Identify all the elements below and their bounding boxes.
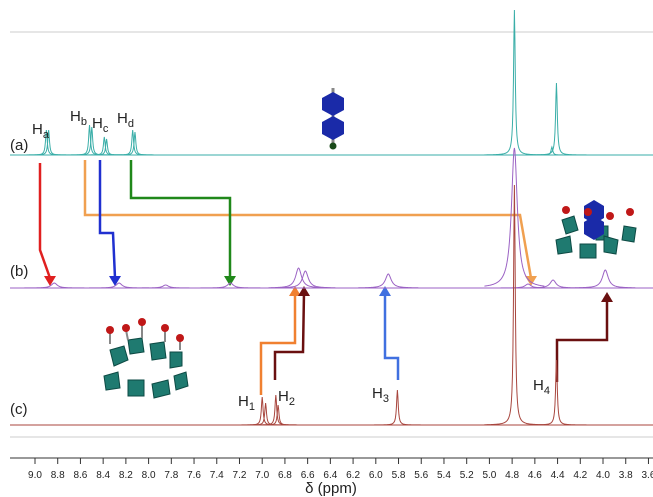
- series-label: (a): [10, 137, 28, 154]
- x-tick-label: 4.2: [573, 470, 587, 481]
- x-tick-label: 9.0: [28, 470, 42, 481]
- series-label: (c): [10, 401, 28, 418]
- x-tick-label: 3.8: [619, 470, 633, 481]
- peak-label-main: H: [92, 115, 103, 132]
- x-tick-label: 7.2: [233, 470, 247, 481]
- peak-label-main: H: [533, 377, 544, 394]
- peak-label: Ha: [32, 121, 50, 141]
- peak: [526, 83, 586, 155]
- chart: δ (ppm): [0, 0, 653, 497]
- peak: [575, 270, 635, 288]
- x-tick-label: 6.8: [278, 470, 292, 481]
- peak-label-sub: d: [128, 118, 134, 130]
- peak-label: Hd: [117, 110, 134, 130]
- peak-label-sub: a: [43, 129, 50, 141]
- peak-label: Hc: [92, 115, 109, 135]
- peak-label: H2: [278, 388, 295, 408]
- x-tick-label: 5.2: [460, 470, 474, 481]
- x-tick-label: 7.0: [255, 470, 269, 481]
- x-tick-label: 4.6: [528, 470, 542, 481]
- peak-label-sub: c: [103, 123, 109, 135]
- x-tick-label: 8.2: [119, 470, 133, 481]
- peak-label-sub: 1: [249, 401, 255, 413]
- peak-label: Hb: [70, 108, 87, 128]
- peak-label: H4: [533, 377, 550, 397]
- x-tick-label: 6.0: [369, 470, 383, 481]
- peak-label-main: H: [238, 393, 249, 410]
- host-molecule: [104, 318, 188, 398]
- peak-label-main: H: [372, 385, 383, 402]
- peak-label-sub: 3: [383, 393, 389, 405]
- x-tick-label: 3.6: [642, 470, 653, 481]
- x-tick-label: 7.6: [187, 470, 201, 481]
- peak-label-sub: b: [81, 116, 87, 128]
- peak-label: H1: [238, 393, 255, 413]
- x-tick-label: 5.8: [392, 470, 406, 481]
- x-tick-label: 6.2: [346, 470, 360, 481]
- guest-molecule: [322, 88, 344, 150]
- peak: [24, 283, 84, 288]
- x-tick-label: 5.6: [414, 470, 428, 481]
- series-label: (b): [10, 263, 28, 280]
- x-tick-label: 8.0: [142, 470, 156, 481]
- peak-label: H3: [372, 385, 389, 405]
- peak-label-main: H: [32, 121, 43, 138]
- complex-molecule: [556, 200, 636, 258]
- x-tick-label: 7.4: [210, 470, 224, 481]
- peak-label-main: H: [117, 110, 128, 127]
- x-tick-label: 4.8: [505, 470, 519, 481]
- x-tick-label: 6.4: [323, 470, 337, 481]
- x-tick-label: 4.0: [596, 470, 610, 481]
- x-tick-label: 8.4: [96, 470, 110, 481]
- peak-label-main: H: [70, 108, 81, 125]
- x-axis-label: δ (ppm): [305, 480, 357, 497]
- peak-label-sub: 2: [289, 396, 295, 408]
- x-tick-label: 7.8: [164, 470, 178, 481]
- x-tick-label: 4.4: [551, 470, 565, 481]
- peak-label-main: H: [278, 388, 289, 405]
- x-tick-label: 8.6: [73, 470, 87, 481]
- x-tick-label: 5.0: [482, 470, 496, 481]
- arrowheads: [44, 276, 613, 302]
- peak: [89, 283, 149, 288]
- peak: [358, 274, 418, 288]
- x-tick-label: 5.4: [437, 470, 451, 481]
- x-tick-label: 6.6: [301, 470, 315, 481]
- peak-label-sub: 4: [544, 385, 550, 397]
- peak: [275, 271, 335, 288]
- x-tick-label: 8.8: [51, 470, 65, 481]
- peak: [248, 405, 308, 425]
